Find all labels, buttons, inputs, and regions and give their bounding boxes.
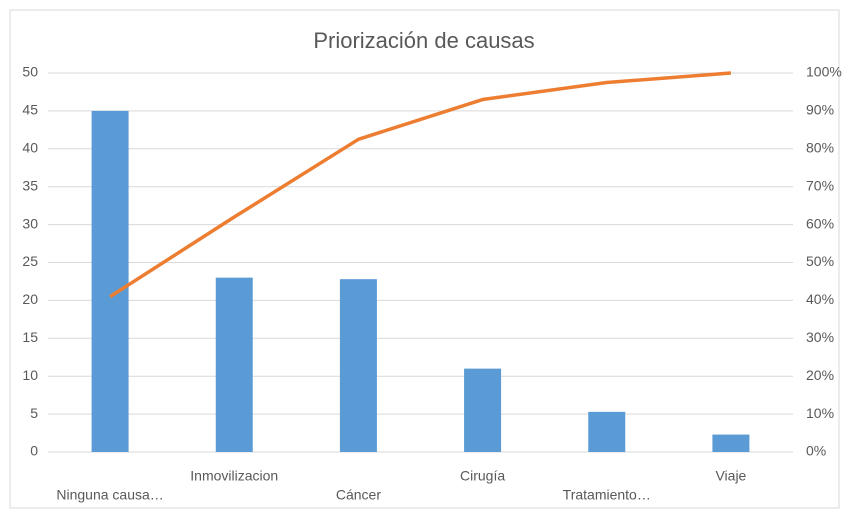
y-tick-label: 30 [22, 215, 38, 231]
y-tick-label: 15 [22, 329, 38, 345]
bar [588, 411, 626, 452]
x-tick-label: Inmovilizacion [190, 468, 278, 484]
y2-tick-label: 10% [806, 405, 834, 421]
y-tick-label: 5 [30, 405, 38, 421]
x-tick-label: Tratamiento… [563, 487, 651, 503]
x-tick-label: Cirugía [460, 468, 505, 484]
chart-frame [9, 9, 840, 509]
y2-tick-label: 0% [806, 443, 826, 459]
y-tick-label: 10 [22, 367, 38, 383]
chart-title: Priorización de causas [313, 28, 534, 53]
x-tick-label: Viaje [715, 468, 746, 484]
y2-tick-label: 20% [806, 367, 834, 383]
bar [464, 368, 502, 452]
y2-tick-label: 50% [806, 253, 834, 269]
y2-tick-label: 80% [806, 140, 834, 156]
bar [215, 277, 253, 452]
y-tick-label: 0 [30, 443, 38, 459]
y-tick-label: 35 [22, 177, 38, 193]
bar [339, 279, 377, 452]
y-tick-label: 20 [22, 291, 38, 307]
y2-tick-label: 90% [806, 102, 834, 118]
y2-tick-label: 30% [806, 329, 834, 345]
y2-tick-label: 60% [806, 215, 834, 231]
y-tick-label: 40 [22, 140, 38, 156]
line [109, 71, 732, 299]
bar [712, 434, 750, 452]
y-tick-label: 25 [22, 253, 38, 269]
y-tick-label: 45 [22, 102, 38, 118]
y-tick-label: 50 [22, 64, 38, 80]
x-tick-label: Cáncer [336, 487, 381, 503]
y2-tick-label: 100% [806, 64, 842, 80]
bar [91, 110, 129, 453]
y2-tick-label: 40% [806, 291, 834, 307]
x-tick-label: Ninguna causa… [56, 487, 163, 503]
y2-tick-label: 70% [806, 177, 834, 193]
